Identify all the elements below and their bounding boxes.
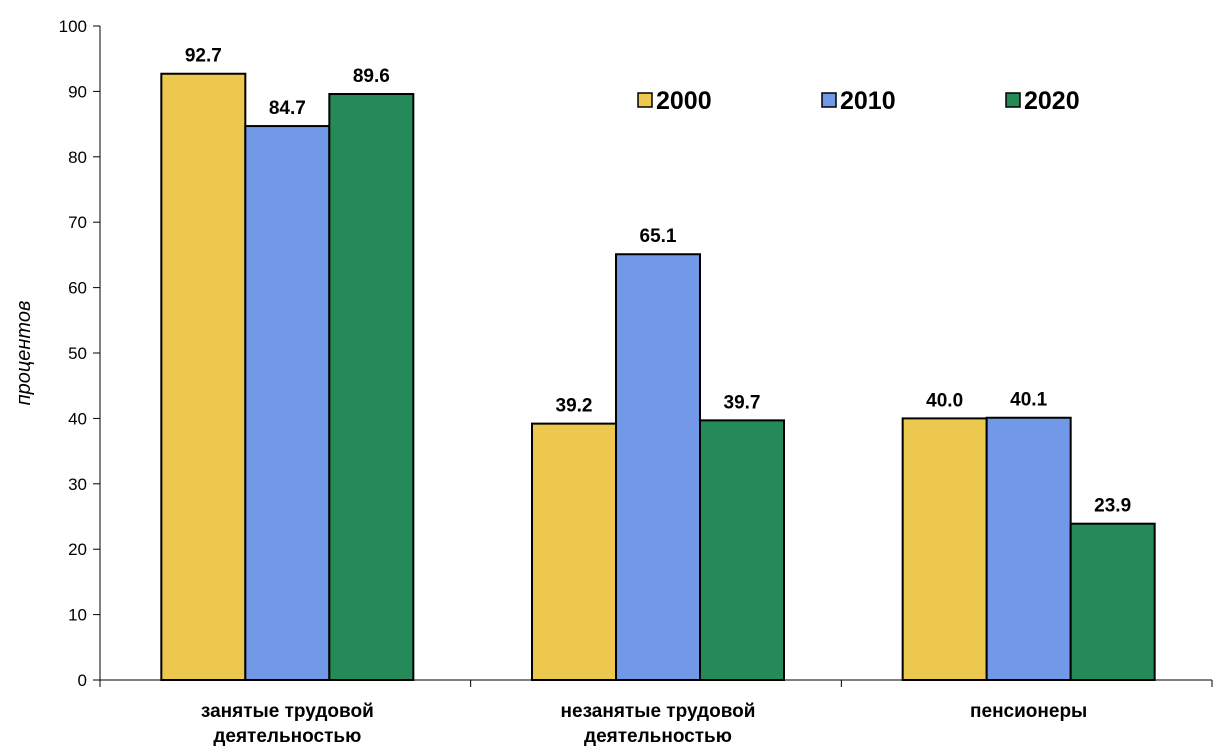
category-label: деятельностью [213,726,361,746]
y-tick-label: 70 [68,213,87,232]
category-labels: занятые трудовой деятельностью незанятые т… [201,701,1087,746]
legend: 2000 2010 2020 [637,87,1080,115]
y-tick-label: 100 [59,17,87,36]
data-label-2000-1: 39.2 [556,396,593,417]
y-tick-label: 40 [68,409,87,428]
category-label: деятельностью [584,726,732,746]
legend-label-2000: 2000 [656,87,712,115]
data-label-2010-1: 65.1 [640,226,677,247]
category-label: незанятые трудовой [561,701,756,722]
y-tick-label: 50 [68,344,87,363]
bar-2000-2 [901,417,988,681]
bar-2000-0 [160,72,247,681]
y-tick-label: 0 [78,671,87,690]
data-label-2020-0: 89.6 [353,66,390,87]
data-label-2020-1: 39.7 [724,392,761,413]
bar-2000-1 [531,422,617,681]
bar-2020-2 [1069,522,1156,681]
legend-label-2010: 2010 [840,87,896,115]
y-tick-label: 10 [68,606,87,625]
y-axis-label: процентов [13,301,35,406]
y-tick-label: 80 [68,148,87,167]
data-label-2000-0: 92.7 [185,46,222,67]
bar-2020-1 [699,419,785,681]
bar-2020-0 [328,93,415,682]
legend-swatch-2020 [1005,92,1021,108]
bar-2010-0 [244,125,331,681]
bars: 92.7 84.7 89.6 39.2 65.1 39.7 40.0 40.1 23.9 [160,46,1156,682]
bar-2010-2 [985,416,1072,681]
legend-label-2020: 2020 [1024,87,1080,115]
data-label-2010-0: 84.7 [269,98,306,119]
data-label-2000-2: 40.0 [926,390,963,411]
y-tick-label: 90 [68,82,87,101]
y-tick-label: 20 [68,540,87,559]
y-tick-label: 60 [68,279,87,298]
y-axis-ticks: 0 10 20 30 40 50 60 70 80 90 100 [59,17,100,690]
legend-swatch-2000 [637,92,653,108]
data-label-2010-2: 40.1 [1010,390,1047,411]
category-label: занятые трудовой [201,701,374,722]
legend-swatch-2010 [821,92,837,108]
category-label: пенсионеры [970,701,1087,722]
axes [99,26,1213,687]
y-tick-label: 30 [68,475,87,494]
data-label-2020-2: 23.9 [1094,496,1131,517]
bar-2010-1 [615,253,701,681]
